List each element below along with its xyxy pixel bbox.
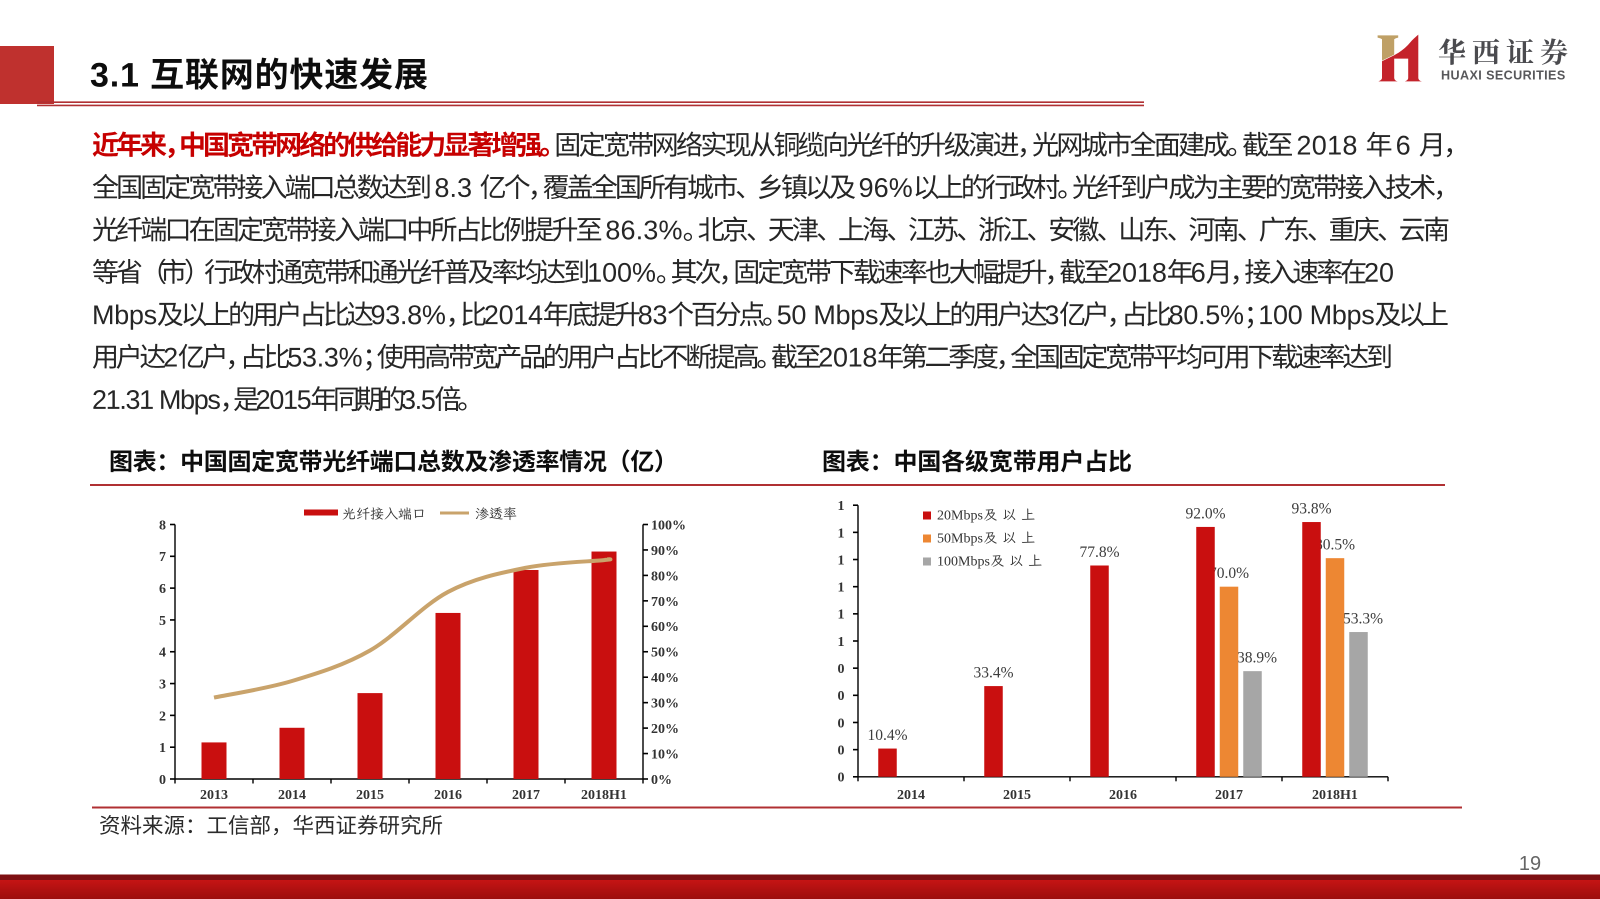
svg-text:4: 4 (159, 646, 166, 661)
svg-text:1: 1 (838, 608, 845, 623)
svg-text:2018H1: 2018H1 (1312, 788, 1358, 803)
svg-text:40%: 40% (651, 671, 679, 686)
svg-text:6: 6 (159, 582, 166, 597)
svg-text:20%: 20% (651, 722, 679, 737)
svg-text:0: 0 (838, 689, 845, 704)
svg-text:7: 7 (159, 550, 166, 565)
svg-text:0: 0 (838, 716, 845, 731)
svg-text:70.0%: 70.0% (1209, 565, 1249, 582)
svg-text:0: 0 (838, 771, 845, 786)
svg-text:70%: 70% (651, 595, 679, 610)
svg-text:100%: 100% (651, 518, 686, 533)
svg-text:80%: 80% (651, 569, 679, 584)
svg-text:19: 19 (1519, 853, 1541, 875)
svg-text:30%: 30% (651, 697, 679, 712)
svg-text:38.9%: 38.9% (1237, 650, 1277, 667)
svg-text:1: 1 (838, 499, 845, 514)
svg-text:2016: 2016 (434, 788, 462, 803)
svg-text:HUAXI SECURITIES: HUAXI SECURITIES (1441, 69, 1566, 83)
svg-text:60%: 60% (651, 620, 679, 635)
svg-text:2016: 2016 (1109, 788, 1137, 803)
svg-text:5: 5 (159, 614, 166, 629)
svg-text:2013: 2013 (200, 788, 228, 803)
svg-text:2015: 2015 (1003, 788, 1031, 803)
svg-text:2018H1: 2018H1 (581, 788, 627, 803)
svg-text:77.8%: 77.8% (1079, 544, 1119, 561)
svg-text:1: 1 (838, 581, 845, 596)
svg-text:2017: 2017 (512, 788, 540, 803)
svg-text:10.4%: 10.4% (867, 727, 907, 744)
svg-text:92.0%: 92.0% (1185, 505, 1225, 522)
svg-text:8: 8 (159, 518, 166, 533)
svg-text:0%: 0% (651, 773, 672, 788)
svg-text:50%: 50% (651, 646, 679, 661)
svg-text:0: 0 (838, 744, 845, 759)
svg-text:53.3%: 53.3% (1343, 611, 1383, 628)
svg-text:2014: 2014 (278, 788, 306, 803)
svg-text:2: 2 (159, 709, 166, 724)
svg-text:10%: 10% (651, 747, 679, 762)
svg-text:1: 1 (838, 553, 845, 568)
svg-text:80.5%: 80.5% (1315, 537, 1355, 554)
svg-text:93.8%: 93.8% (1291, 501, 1331, 518)
svg-text:1: 1 (838, 635, 845, 650)
svg-text:90%: 90% (651, 544, 679, 559)
svg-text:0: 0 (838, 662, 845, 677)
svg-text:2014: 2014 (897, 788, 925, 803)
svg-text:33.4%: 33.4% (973, 665, 1013, 682)
svg-text:0: 0 (159, 773, 166, 788)
svg-text:1: 1 (838, 526, 845, 541)
svg-text:3: 3 (159, 677, 166, 692)
svg-text:1: 1 (159, 741, 166, 756)
svg-text:50Mbps: 50Mbps (937, 532, 983, 547)
svg-text:20Mbps: 20Mbps (937, 509, 983, 524)
svg-text:100Mbps: 100Mbps (937, 555, 990, 570)
svg-text:2017: 2017 (1215, 788, 1243, 803)
svg-text:2015: 2015 (356, 788, 384, 803)
